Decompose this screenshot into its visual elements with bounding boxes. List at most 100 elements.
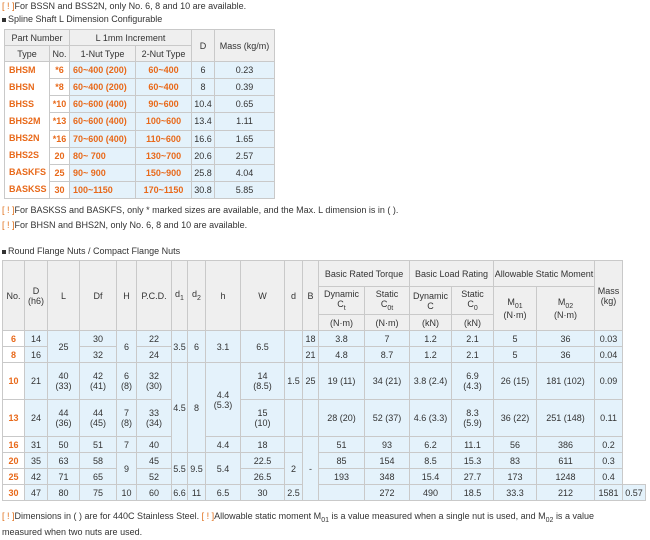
table-cell: 83	[493, 452, 538, 469]
table-cell: 1248	[536, 468, 596, 485]
table-cell: (N·m)	[363, 314, 411, 331]
table-cell: 71	[47, 468, 80, 485]
table-cell: 14	[24, 330, 48, 347]
mass-value: 0.23	[214, 60, 276, 80]
note-bhsn: [ ! ]For BHSN and BHS2N, only No. 6, 8 a…	[2, 220, 248, 230]
table-row: 8 16 32 24 21 4.8 8.7 1.2 2.1 5 36 0.04	[2, 346, 646, 363]
one-nut: 60~400 (200)	[69, 60, 136, 80]
one-nut: 60~400 (200)	[69, 78, 136, 97]
table-cell: (kN)	[451, 314, 495, 331]
table-row: 6 14 25 30 6 22 3.5 6 3.1 6.5 18 3.8 7 1…	[2, 330, 646, 363]
table-cell: 6.9 (4.3)	[451, 362, 495, 400]
table-cell: 44 (36)	[47, 399, 80, 437]
header-load: Basic Load Rating	[409, 260, 495, 287]
table-cell: 9.5	[187, 452, 206, 485]
table-cell: 5.5	[171, 452, 188, 485]
header-h: h	[205, 260, 241, 331]
table-cell: 15 (10)	[240, 399, 285, 437]
table-row: 13 24 44 (36) 44 (45) 7 (8) 33 (34) 15 (10) 2…	[2, 399, 646, 437]
header-d: d	[284, 260, 303, 331]
table-cell: 31	[24, 436, 48, 453]
mass-value: 4.04	[214, 163, 276, 182]
table-cell: 20	[2, 452, 25, 469]
one-nut: 60~600 (400)	[69, 95, 136, 114]
table-cell: 154	[363, 452, 411, 469]
header-no: No.	[49, 45, 70, 62]
top-note: [ ! ]For BSSN and BSS2N, only No. 6, 8 a…	[2, 1, 247, 11]
table-cell: 8	[187, 362, 206, 453]
table-cell: 25	[2, 468, 25, 485]
table-cell: 6.6	[171, 484, 188, 501]
table-cell: 6.5	[240, 330, 285, 363]
table-cell: 0.04	[594, 346, 624, 363]
row-no: *13	[49, 112, 70, 131]
table-cell: 40	[136, 436, 172, 453]
warning-marker: [ ! ]	[2, 1, 15, 11]
table-cell: 13	[2, 399, 25, 437]
table-cell: 63	[47, 452, 80, 469]
note-dimensions-moment: [ ! ]Dimensions in ( ) are for 440C Stai…	[2, 511, 594, 524]
table-cell: 251 (148)	[536, 399, 596, 437]
table-cell: 75	[79, 484, 117, 501]
table-cell: 490	[409, 484, 453, 501]
table-cell: 21	[24, 362, 48, 400]
flange-nut-table: No. D (h6) L Df H P.C.D. d1 d2 h W d B Ba…	[2, 260, 646, 501]
table-cell: 2.1	[451, 346, 495, 363]
table-cell: 58	[79, 452, 117, 469]
table-cell: 2.1	[451, 330, 495, 347]
table-cell: 36 (22)	[493, 399, 538, 437]
header-static-torque: Static C0t	[363, 286, 411, 315]
table-cell: 15.3	[451, 452, 495, 469]
table-cell: 4.6 (3.3)	[409, 399, 453, 437]
table-cell	[318, 484, 365, 501]
d-value: 8	[191, 78, 216, 97]
table-row: 10 21 40 (33) 42 (41) 6 (8) 32 (30) 4.5 8 4.…	[2, 362, 646, 453]
table-cell: 611	[536, 452, 596, 469]
two-nut: 170~1150	[134, 180, 193, 200]
header-2nut: 2-Nut Type	[134, 45, 193, 62]
d-value: 25.8	[191, 163, 216, 182]
two-nut: 60~400	[134, 78, 193, 97]
table-cell: 15.4	[409, 468, 453, 485]
table-cell: -	[302, 436, 319, 501]
table-row: 30 100~1150 170~1150 30.8 5.85	[5, 180, 276, 200]
header-static-load: Static C0	[451, 286, 495, 315]
table-cell: 193	[318, 468, 365, 485]
header-pcd: P.C.D.	[136, 260, 172, 331]
table-cell: 5.4	[205, 452, 241, 485]
table-cell: 3.8 (2.4)	[409, 362, 453, 400]
header-H: H	[116, 260, 137, 331]
spline-shaft-table: Part Number L 1mm Increment D Mass (kg/m…	[4, 29, 276, 200]
table-cell: 10	[2, 362, 25, 400]
table-cell: 8	[2, 346, 25, 363]
table-cell: 16	[24, 346, 48, 363]
table-cell: 3.8	[318, 330, 365, 347]
table-cell: 22	[136, 330, 172, 347]
part-type: BHSM	[9, 65, 36, 75]
table-cell: 40 (33)	[47, 362, 80, 400]
two-nut: 100~600	[134, 112, 193, 131]
table-row: 25 42 71 65 52 26.5 193 348 15.4 27.7 17…	[2, 468, 646, 485]
table-cell: 2.5	[284, 484, 303, 501]
table-cell: 30	[2, 484, 25, 501]
table-cell: 7	[363, 330, 411, 347]
header-l-increment: L 1mm Increment	[68, 29, 193, 46]
header-1nut: 1-Nut Type	[69, 45, 136, 62]
d-value: 13.4	[191, 112, 216, 131]
part-type: BASKSS	[9, 184, 47, 194]
table-cell: 65	[79, 468, 117, 485]
header-mass: Mass (kg)	[594, 260, 624, 331]
header-dynamic-torque: Dynamic Ct	[318, 286, 365, 315]
mass-value: 5.85	[214, 180, 276, 200]
one-nut: 90~ 900	[69, 163, 136, 182]
table-row: 30 47 80 75 10 60 6.6 11 6.5 30 2.5 272 …	[2, 484, 646, 501]
table-cell: 2	[284, 452, 303, 485]
table-cell: 6 (8)	[116, 362, 137, 400]
table-cell: 7 (8)	[116, 399, 137, 437]
table-cell: 32	[79, 346, 117, 363]
table-cell: 181 (102)	[536, 362, 596, 400]
header-mass: Mass (kg/m)	[214, 29, 276, 62]
table-row: *16 70~600 (400) 110~600 16.6 1.65	[5, 129, 276, 148]
part-type: BHSN	[9, 82, 35, 92]
table-cell: 35	[24, 452, 48, 469]
